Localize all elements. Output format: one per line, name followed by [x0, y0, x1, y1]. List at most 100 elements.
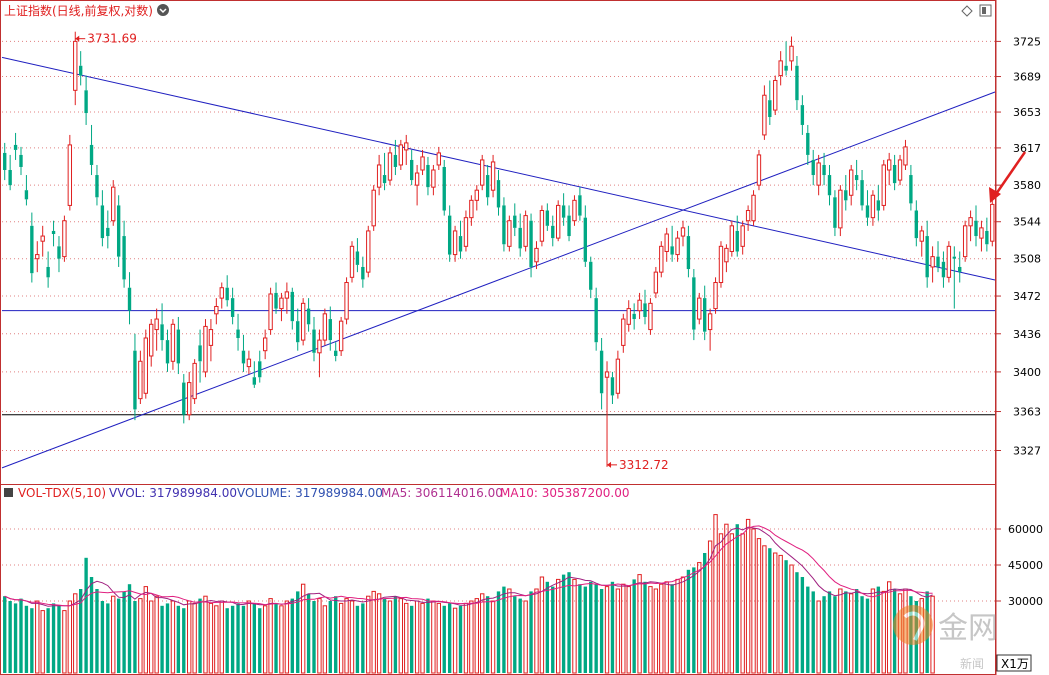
- volume-bar: [203, 595, 208, 674]
- candle: [236, 313, 240, 351]
- volume-bar: [811, 591, 815, 673]
- candle-body: [328, 319, 332, 341]
- volume-bar: [854, 589, 859, 673]
- candle: [735, 215, 739, 257]
- candle: [409, 149, 414, 186]
- candle: [513, 203, 517, 237]
- volume-bar: [40, 610, 45, 674]
- candle-body: [827, 175, 832, 196]
- volume-bar: [393, 596, 398, 673]
- volume-bar: [78, 589, 83, 673]
- candle-body: [349, 245, 355, 278]
- candle-body: [474, 189, 479, 201]
- candle-body: [208, 329, 214, 346]
- candle: [111, 180, 116, 226]
- candle: [518, 213, 522, 257]
- candle-body: [686, 236, 691, 270]
- candle: [740, 220, 745, 255]
- candle-body: [914, 210, 919, 239]
- candle: [67, 134, 73, 211]
- volume-bar: [51, 603, 56, 673]
- window-toggle-icon[interactable]: [979, 4, 992, 17]
- candle: [338, 316, 344, 356]
- volume-bar: [610, 581, 615, 673]
- candle: [784, 41, 788, 76]
- candle-body: [366, 230, 371, 273]
- volume-bar: [442, 605, 446, 673]
- candle: [849, 164, 854, 206]
- candle: [149, 319, 154, 367]
- volume-bar: [589, 581, 593, 673]
- volume-bar: [35, 600, 40, 674]
- candle: [844, 175, 848, 211]
- volume-bar: [680, 576, 686, 674]
- candle: [599, 337, 604, 410]
- volume-bar: [67, 600, 73, 674]
- annotation-arrowhead: [75, 35, 80, 42]
- volume-bar: [632, 579, 636, 673]
- candle-body: [3, 152, 7, 171]
- candle: [806, 124, 810, 165]
- candle: [659, 241, 664, 278]
- svg-text:VOL-TDX(5,10) VVOL: 3179: VOL-TDX(5,10) VVOL: 317989984.00 VOLUME:…: [18, 486, 630, 500]
- candle: [952, 246, 956, 309]
- volume-bar: [274, 603, 278, 673]
- volume-bar: [317, 598, 322, 674]
- candle-body: [985, 230, 989, 245]
- candle-body: [149, 323, 154, 357]
- chevron-down-icon[interactable]: [157, 4, 169, 16]
- volume-bar: [778, 554, 783, 674]
- candle-body: [469, 199, 474, 219]
- candle-body: [57, 246, 61, 259]
- candle: [762, 85, 767, 140]
- candle: [578, 187, 582, 221]
- candle-body: [404, 142, 409, 151]
- candle-body: [133, 350, 137, 410]
- candle: [545, 203, 550, 231]
- volume-bar: [355, 605, 360, 673]
- volume-bar: [154, 595, 159, 674]
- volume-bar: [670, 584, 674, 673]
- candle-body: [165, 340, 170, 364]
- candle: [355, 238, 360, 273]
- candle: [328, 306, 332, 351]
- candle-body: [594, 298, 598, 343]
- volume-bar: [529, 591, 533, 673]
- volume-bar: [485, 596, 490, 673]
- volume-bar: [594, 584, 598, 673]
- volume-bar: [648, 586, 653, 674]
- candle-body: [274, 292, 278, 309]
- volume-bar: [599, 589, 604, 673]
- candle-body: [95, 175, 99, 198]
- candle-body: [789, 45, 794, 62]
- volume-bar: [214, 605, 219, 674]
- volume-bar: [414, 600, 420, 674]
- diamond-icon[interactable]: [961, 5, 973, 17]
- volume-grid: [2, 528, 995, 602]
- candle-body: [615, 358, 621, 394]
- volume-bar: [241, 605, 246, 673]
- candle-body: [246, 358, 252, 368]
- volume-bar: [46, 608, 50, 673]
- candle-body: [670, 246, 674, 255]
- volume-bar: [328, 601, 332, 673]
- candle: [919, 225, 924, 257]
- candle: [398, 139, 404, 171]
- candle: [160, 303, 164, 351]
- candle: [778, 51, 783, 86]
- candle: [371, 185, 376, 231]
- candle: [393, 139, 398, 176]
- candle-body: [952, 256, 956, 259]
- ma5-line: [4, 526, 933, 607]
- candle: [241, 334, 246, 372]
- candle-body: [545, 210, 550, 226]
- watermark-emblem-icon: [893, 605, 933, 645]
- candle-body: [46, 266, 50, 278]
- volume-bar: [3, 596, 7, 673]
- candle-body: [214, 305, 219, 315]
- candle-body: [707, 313, 713, 331]
- candle-body: [182, 382, 186, 415]
- volume-bar: [675, 578, 680, 674]
- candle-body: [496, 180, 501, 208]
- candle-body: [230, 298, 235, 317]
